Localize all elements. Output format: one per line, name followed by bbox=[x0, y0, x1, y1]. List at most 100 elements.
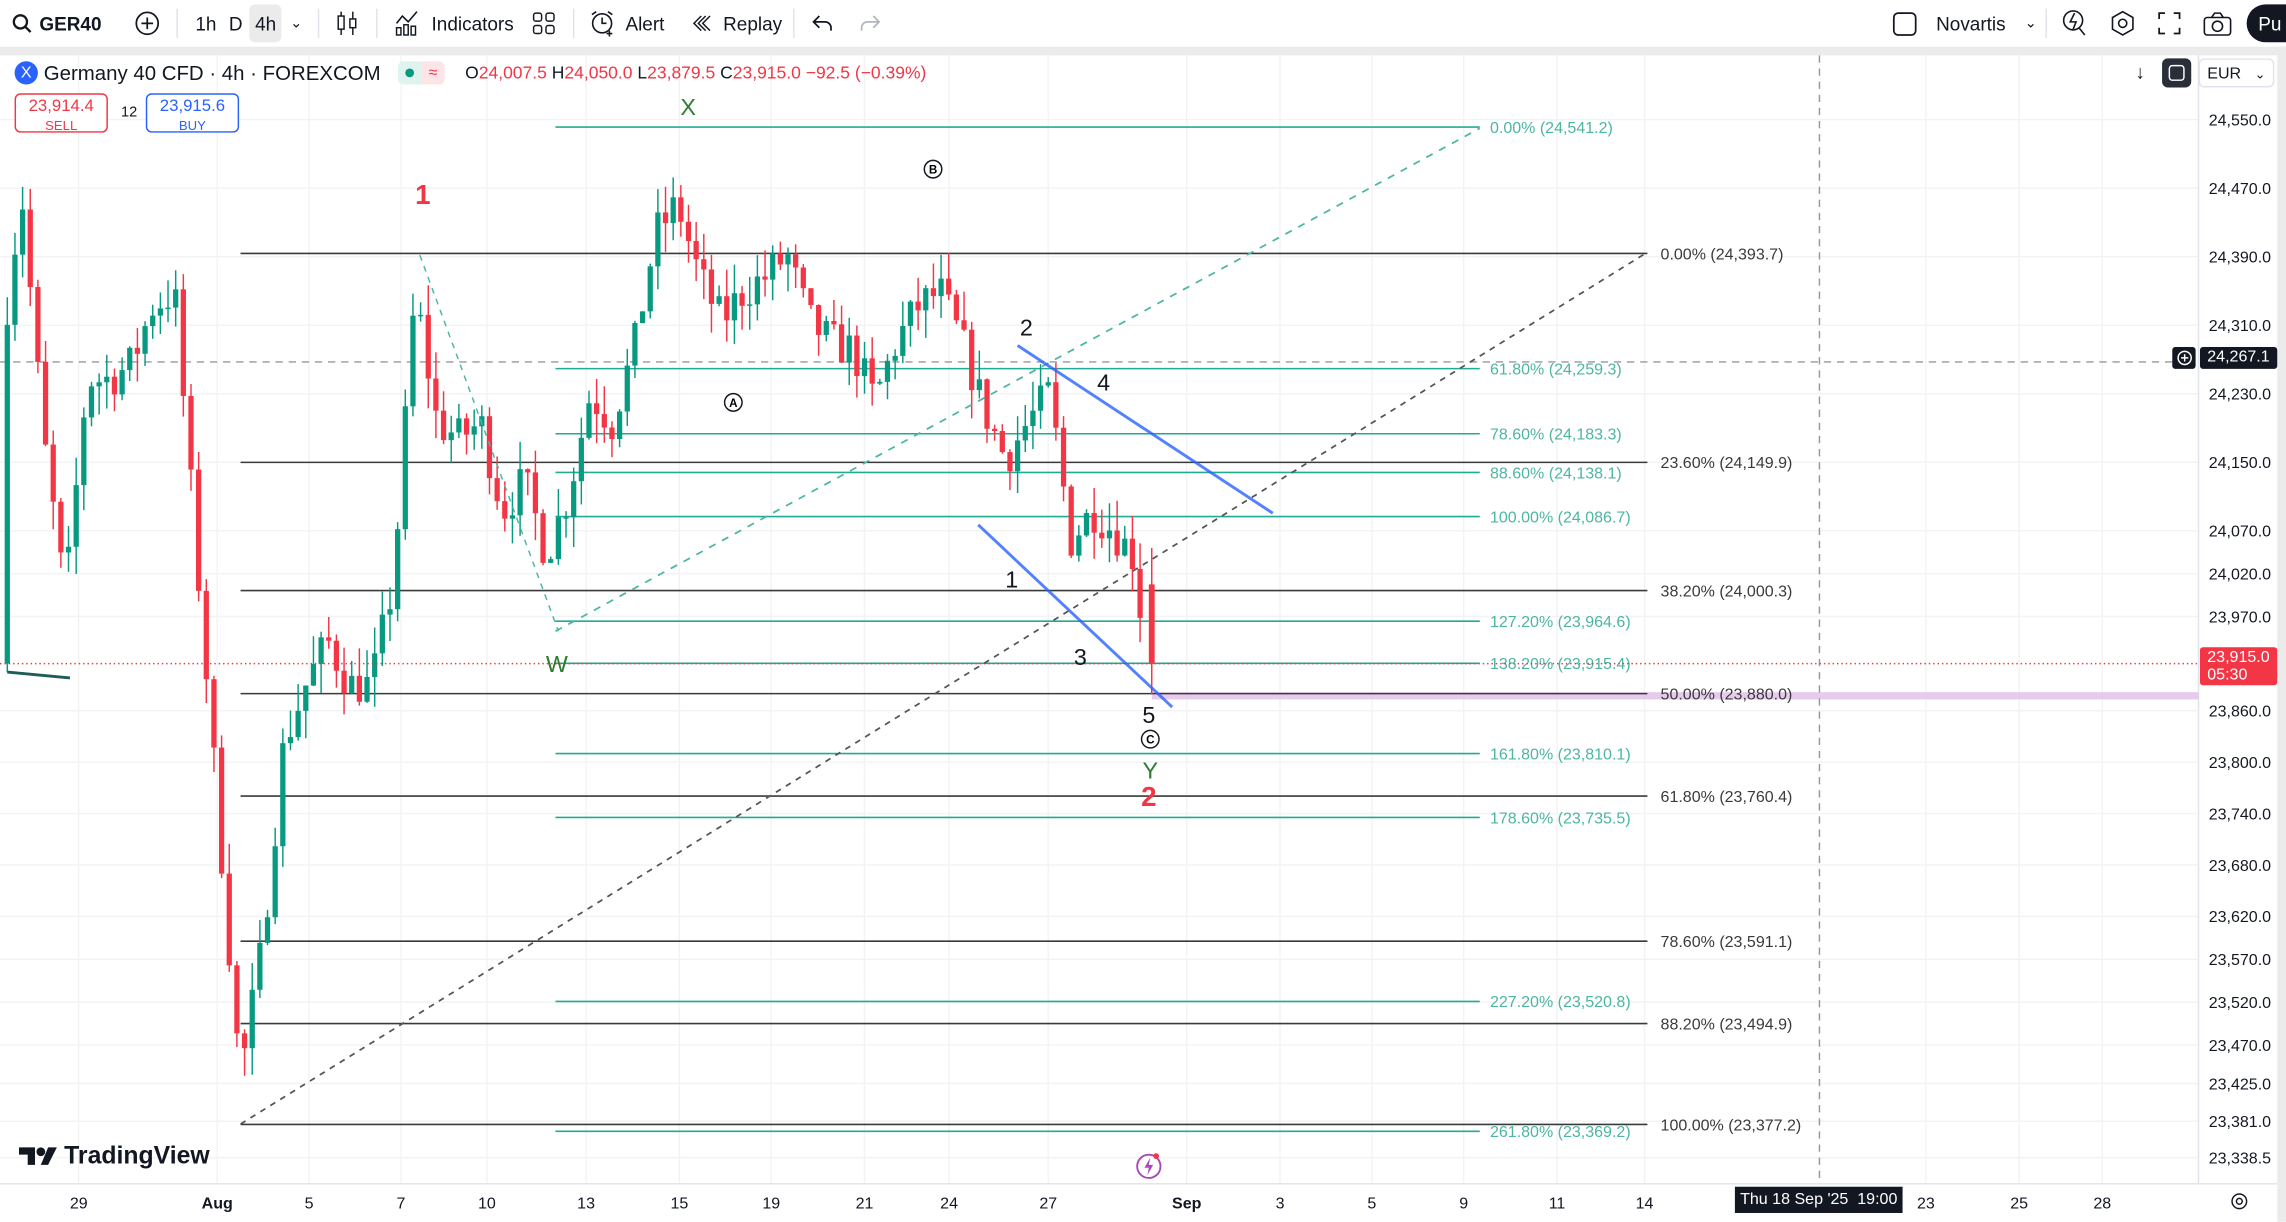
candle-body bbox=[586, 403, 592, 438]
alert-button[interactable]: Alert bbox=[589, 7, 664, 39]
fullscreen-button[interactable] bbox=[2158, 7, 2181, 39]
wave-label-red-2[interactable]: 2 bbox=[1141, 781, 1156, 812]
redo-button[interactable] bbox=[860, 7, 881, 39]
undo-button[interactable] bbox=[812, 7, 832, 39]
interval-1h[interactable]: 1h bbox=[195, 12, 217, 35]
wave-label-5[interactable]: 5 bbox=[1142, 702, 1155, 728]
replay-rewind-icon bbox=[692, 15, 711, 32]
time-axis[interactable]: 29 Aug 5 7 10 13 15 19 21 24 27 Sep 3 5 9 11 14 23 25 28 bbox=[70, 1195, 2111, 1213]
wave-label-x[interactable]: X bbox=[680, 94, 696, 120]
compare-symbol-button[interactable] bbox=[134, 7, 160, 39]
symbol-logo: X bbox=[14, 61, 38, 85]
price-tick-label: 24,550.0 bbox=[2209, 111, 2271, 129]
fib-retracement-level-label: 61.80% (23,760.4) bbox=[1661, 788, 1793, 806]
wave-label-4[interactable]: 4 bbox=[1097, 370, 1110, 396]
publish-button[interactable]: Pu bbox=[2246, 4, 2286, 43]
replay-button[interactable]: Replay bbox=[690, 7, 782, 39]
symbol-title[interactable]: Germany 40 CFD · 4h · FOREXCOM bbox=[43, 61, 381, 85]
price-tick-label: 23,800.0 bbox=[2209, 754, 2271, 772]
highlight-zone[interactable] bbox=[1151, 692, 2199, 700]
wave-label-b[interactable]: B bbox=[929, 163, 937, 176]
settings-button[interactable] bbox=[2110, 7, 2136, 39]
time-tick-label: 5 bbox=[1367, 1195, 1376, 1213]
candle-body bbox=[272, 846, 278, 918]
wave-label-2[interactable]: 2 bbox=[1020, 314, 1033, 340]
candle-body bbox=[165, 307, 171, 310]
tradingview-logo[interactable]: TradingView bbox=[18, 1142, 210, 1171]
close-value: 23,915.0 bbox=[732, 62, 801, 84]
quick-search-button[interactable] bbox=[2061, 7, 2087, 39]
candle-body bbox=[471, 426, 477, 435]
event-dot-icon bbox=[1153, 1153, 1160, 1160]
candle-body bbox=[708, 269, 715, 304]
layout-name-dropdown[interactable]: Novartis ⌄ bbox=[1936, 7, 2037, 39]
wave-label-w[interactable]: W bbox=[546, 651, 568, 677]
candle-body bbox=[892, 355, 898, 361]
wave-w-dashed-line[interactable] bbox=[419, 254, 560, 632]
chevron-down-icon: ⌄ bbox=[2024, 15, 2037, 32]
time-tick-label: 14 bbox=[1636, 1195, 1654, 1213]
sell-button[interactable]: 23,914.4 SELL bbox=[14, 93, 108, 133]
grid-lines bbox=[0, 55, 2199, 1184]
wedge-lower-trendline[interactable] bbox=[977, 523, 1174, 709]
chevron-down-icon: ⌄ bbox=[2254, 67, 2266, 82]
scroll-to-latest-arrow-icon[interactable]: ↓ bbox=[2135, 61, 2145, 84]
wave-label-3[interactable]: 3 bbox=[1074, 644, 1087, 670]
price-tick-label: 23,381.0 bbox=[2209, 1113, 2271, 1131]
indicators-button[interactable]: Indicators bbox=[394, 7, 514, 39]
price-tick-label: 24,390.0 bbox=[2209, 248, 2271, 266]
candle-body bbox=[318, 637, 324, 664]
fib-extension-level-label: 127.20% (23,964.6) bbox=[1490, 613, 1631, 631]
candle-body bbox=[525, 469, 531, 473]
change-value: −92.5 (−0.39%) bbox=[805, 62, 927, 84]
candle-body bbox=[747, 304, 753, 306]
low-value: 23,879.5 bbox=[647, 62, 716, 84]
interval-dropdown-chevron-icon[interactable]: ⌄ bbox=[290, 15, 303, 32]
lightning-search-icon bbox=[2062, 10, 2086, 36]
wave-label-a[interactable]: A bbox=[729, 397, 738, 410]
currency-select[interactable]: EUR ⌄ bbox=[2198, 58, 2275, 88]
delayed-data-icon: ≈ bbox=[421, 61, 445, 85]
layouts-button[interactable] bbox=[532, 7, 555, 39]
auto-scale-button[interactable] bbox=[2162, 58, 2192, 88]
candle-body bbox=[188, 395, 194, 470]
buy-button[interactable]: 23,915.6 BUY bbox=[145, 93, 240, 133]
candle-body bbox=[624, 365, 630, 412]
interval-d[interactable]: D bbox=[228, 12, 243, 35]
add-alert-plus-icon[interactable] bbox=[2172, 346, 2196, 369]
wave-circle-b-icon bbox=[923, 159, 943, 179]
watchlist-checkbox[interactable] bbox=[1892, 7, 1917, 39]
fib-extension-trend-line[interactable] bbox=[555, 127, 1481, 633]
snapshot-button[interactable] bbox=[2203, 7, 2232, 39]
interval-4h[interactable]: 4h bbox=[249, 4, 283, 43]
axis-settings-icon[interactable] bbox=[2231, 1193, 2248, 1210]
wave-label-c[interactable]: C bbox=[1146, 734, 1155, 747]
wave-label-red-1[interactable]: 1 bbox=[415, 179, 430, 210]
wedge-upper-trendline[interactable] bbox=[1016, 344, 1274, 515]
fib-retracement-trend-line[interactable] bbox=[240, 251, 1648, 1125]
fibonacci-drawings[interactable]: 0.00% (24,393.7) 23.60% (24,149.9) 38.20% … bbox=[240, 119, 1802, 1141]
candle-body bbox=[716, 296, 722, 304]
candlestick-series bbox=[4, 177, 1155, 1076]
candle-body bbox=[73, 485, 79, 547]
candle-body bbox=[463, 418, 470, 435]
candle-body bbox=[662, 212, 669, 224]
wave-label-1[interactable]: 1 bbox=[1005, 567, 1018, 593]
candle-body bbox=[762, 276, 768, 280]
fib-extension-level-label: 61.80% (24,259.3) bbox=[1490, 360, 1622, 378]
lightning-bolt-icon bbox=[1144, 1157, 1154, 1176]
fib-retracement-level-label: 23.60% (24,149.9) bbox=[1661, 454, 1793, 472]
wave-label-y[interactable]: Y bbox=[1143, 758, 1159, 784]
candle-body bbox=[1007, 452, 1013, 472]
price-tick-label: 23,620.0 bbox=[2209, 908, 2271, 926]
trend-line-segment[interactable] bbox=[7, 670, 71, 680]
candle-body bbox=[1037, 385, 1044, 411]
symbol-search[interactable]: GER40 bbox=[12, 7, 102, 39]
chart-type-button[interactable] bbox=[335, 7, 358, 39]
price-chart[interactable]: 0.00% (24,393.7) 23.60% (24,149.9) 38.20% … bbox=[0, 55, 2278, 1221]
market-status-pill[interactable]: ≈ bbox=[398, 61, 445, 85]
candle-body bbox=[647, 266, 653, 312]
right-panel-edge bbox=[2277, 46, 2286, 1222]
price-axis[interactable]: 24,550.0 24,470.0 24,390.0 24,310.0 24,230.0… bbox=[2209, 111, 2271, 1167]
candle-body bbox=[992, 428, 998, 432]
